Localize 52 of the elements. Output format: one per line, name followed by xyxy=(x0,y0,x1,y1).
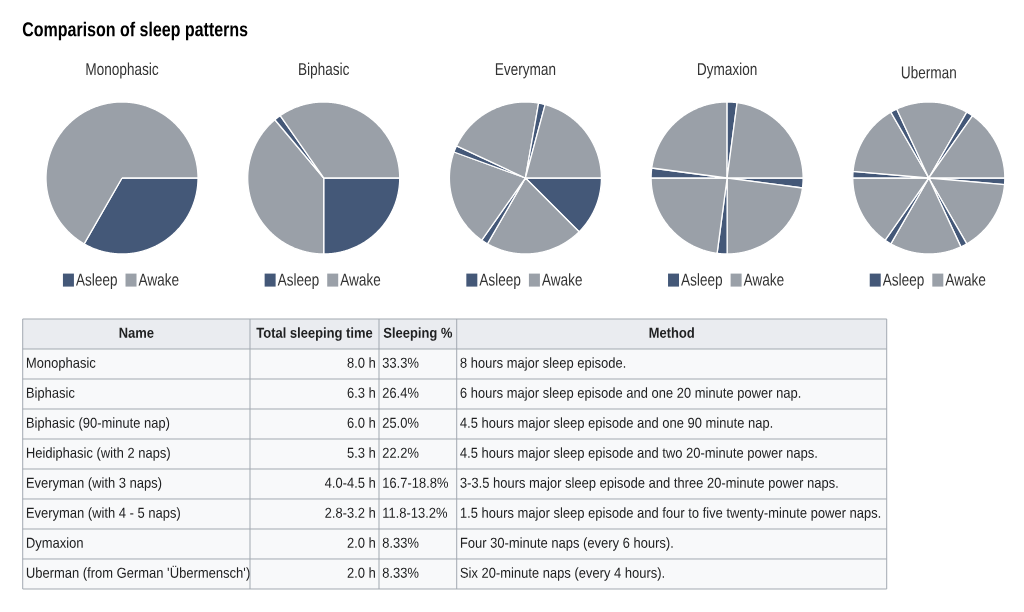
text: 2.0 h xyxy=(347,567,375,578)
text: 22.2% xyxy=(382,447,419,458)
category-label: Method xyxy=(649,327,694,338)
legend-label: Asleep xyxy=(882,273,924,290)
text: Comparison of sleep patterns xyxy=(22,21,248,41)
chart-title: Biphasic xyxy=(299,62,350,79)
text: 4.5 hours major sleep episode and two 20-minute power naps. xyxy=(460,447,817,461)
legend-label: Asleep xyxy=(479,273,521,290)
text: 11.8-13.2% xyxy=(383,507,448,518)
text: 2.8-3.2 h xyxy=(325,507,375,518)
legend-label: Asleep xyxy=(75,273,117,290)
category-label: Name xyxy=(119,327,154,338)
text: Biphasic xyxy=(26,387,75,401)
text: 3-3.5 hours major sleep episode and three 20-minute power naps. xyxy=(460,477,838,491)
text: 16.7-18.8% xyxy=(383,477,449,488)
legend-label: Asleep xyxy=(681,273,723,290)
legend-label: Asleep xyxy=(277,273,319,290)
text: 4.0-4.5 h xyxy=(324,477,375,488)
legend-label: Awake xyxy=(541,273,582,286)
text: Biphasic (90-minute nap) xyxy=(26,417,170,431)
text: 33.3% xyxy=(382,357,419,368)
category-label: Sleeping % xyxy=(383,327,453,341)
legend-label: Awake xyxy=(743,273,784,286)
text: Uberman (from German 'Übermensch') xyxy=(26,565,250,581)
text: 8.33% xyxy=(382,537,419,548)
text: 8 hours major sleep episode. xyxy=(460,357,626,371)
text: 26.4% xyxy=(382,387,419,398)
category-label: Total sleeping time xyxy=(256,327,373,341)
chart-title: Everyman xyxy=(495,63,556,79)
chart-title: Dymaxion xyxy=(697,62,757,79)
legend-label: Awake xyxy=(138,273,179,286)
text: 6.3 h xyxy=(347,387,375,398)
text: Four 30-minute naps (every 6 hours). xyxy=(460,537,673,551)
text: 2.0 h xyxy=(347,537,375,548)
legend-label: Awake xyxy=(340,273,381,286)
text: Everyman (with 3 naps) xyxy=(26,477,162,491)
text: 8.33% xyxy=(382,567,419,578)
text: Dymaxion xyxy=(26,537,83,551)
legend-label: Awake xyxy=(945,273,986,286)
chart-title: Monophasic xyxy=(86,62,159,79)
text: Six 20-minute naps (every 4 hours). xyxy=(460,567,664,581)
text: 25.0% xyxy=(382,417,419,428)
chart-title: Uberman xyxy=(901,65,956,79)
text: 6 hours major sleep episode and one 20 minute power nap. xyxy=(460,387,801,401)
text: Everyman (with 4 - 5 naps) xyxy=(26,507,180,521)
text: Monophasic xyxy=(26,357,96,371)
text: 1.5 hours major sleep episode and four to five twenty-minute power naps. xyxy=(460,507,881,521)
text: 8.0 h xyxy=(347,357,375,368)
text: Heidiphasic (with 2 naps) xyxy=(26,447,170,461)
text: 4.5 hours major sleep episode and one 90 minute nap. xyxy=(460,417,773,431)
text: 5.3 h xyxy=(347,447,375,458)
text: 6.0 h xyxy=(347,417,375,428)
